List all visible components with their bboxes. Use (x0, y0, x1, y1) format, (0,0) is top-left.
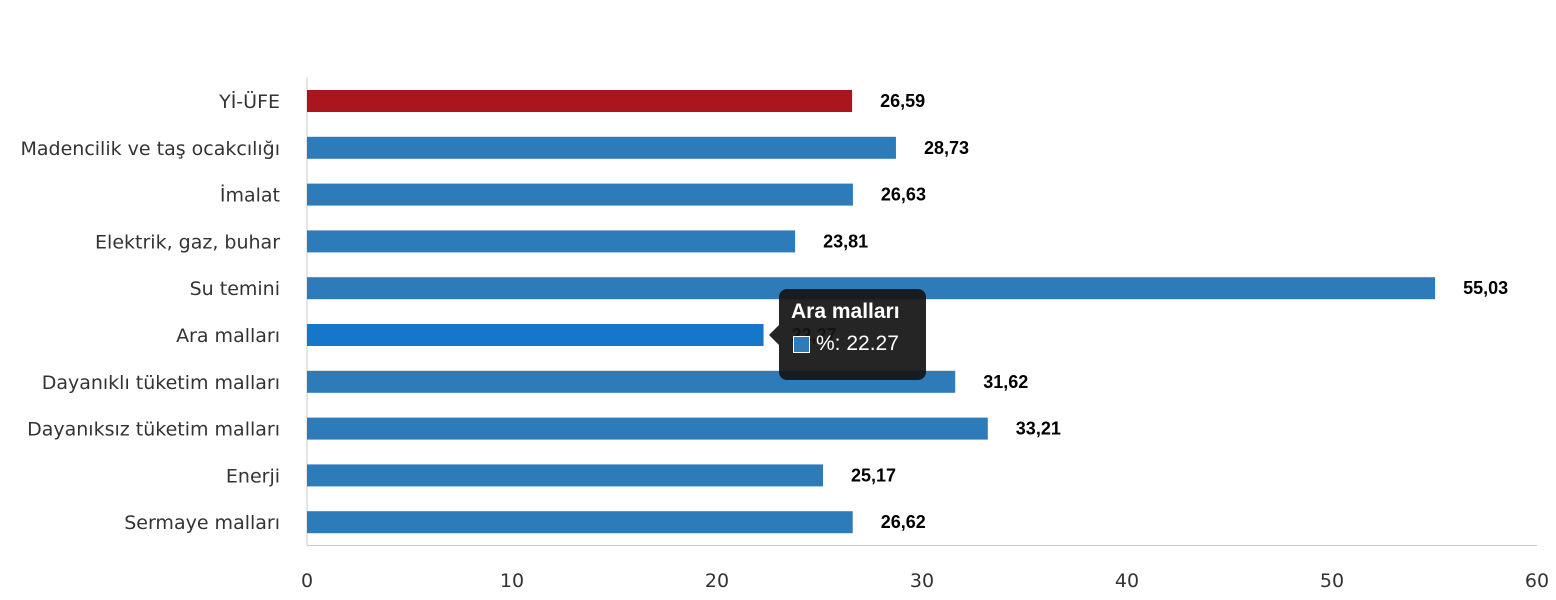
bar[interactable] (307, 90, 853, 112)
bar[interactable] (307, 183, 853, 206)
category-label: Ara malları (176, 325, 280, 347)
x-tick-label: 20 (705, 570, 729, 592)
value-labels: 26,5928,7326,6323,8155,0322,2731,6233,21… (792, 91, 1509, 532)
bar[interactable] (307, 230, 796, 253)
data-label: 26,62 (881, 512, 926, 532)
bar[interactable] (307, 511, 853, 534)
bar[interactable] (307, 324, 764, 346)
x-tick-label: 30 (910, 570, 934, 592)
bar[interactable] (307, 464, 823, 487)
x-tick-label: 60 (1525, 570, 1549, 592)
data-label: 55,03 (1463, 278, 1508, 298)
data-label: 23,81 (823, 231, 868, 251)
hover-tooltip: Ara malları %: 22.27 (769, 289, 926, 380)
category-label: Elektrik, gaz, buhar (95, 231, 280, 253)
category-label: Sermaye malları (124, 512, 280, 534)
category-label: Su temini (190, 278, 280, 300)
category-label: Madencilik ve taş ocakcılığı (21, 138, 281, 160)
data-label: 26,59 (880, 91, 925, 111)
data-label: 25,17 (851, 465, 896, 485)
category-labels: Yİ-ÜFE Madencilik ve taş ocakcılığı İmalat… (21, 90, 281, 534)
x-tick-label: 10 (500, 570, 524, 592)
bar[interactable] (307, 136, 896, 159)
data-label: 26,63 (881, 185, 926, 205)
tooltip-series-swatch (793, 335, 810, 353)
data-label: 33,21 (1016, 419, 1061, 439)
x-tick-label: 40 (1115, 570, 1139, 592)
x-tick-labels: 0 10 20 30 40 50 60 (301, 570, 1549, 592)
data-label: 31,62 (983, 372, 1028, 392)
category-label: Yİ-ÜFE (218, 90, 280, 113)
category-label: İmalat (220, 184, 280, 207)
x-tick-label: 0 (301, 570, 313, 592)
bar[interactable] (307, 417, 988, 440)
tooltip-value-row: %: 22.27 (791, 332, 914, 356)
category-label: Dayanıksız tüketim malları (27, 419, 280, 441)
x-tick-label: 50 (1320, 570, 1344, 592)
category-label: Enerji (226, 465, 280, 487)
tooltip-title: Ara malları (791, 300, 900, 323)
data-label: 28,73 (924, 138, 969, 158)
bar[interactable] (307, 277, 1436, 300)
tooltip-value: %: 22.27 (816, 332, 899, 355)
category-label: Dayanıklı tüketim malları (42, 372, 280, 394)
